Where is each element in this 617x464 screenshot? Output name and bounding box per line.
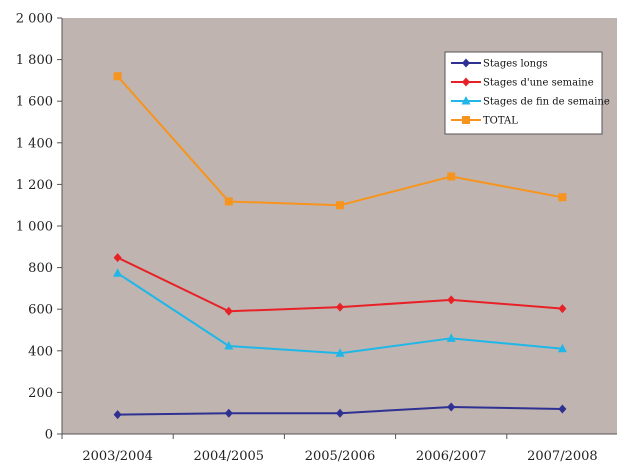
data-point xyxy=(336,302,344,312)
y-tick-label: 1 400 xyxy=(16,136,53,151)
legend-item: TOTAL xyxy=(451,116,518,127)
legend: Stages longs Stages d'une semaine Stages d… xyxy=(444,51,610,135)
data-point xyxy=(336,408,344,418)
series-3 xyxy=(113,72,567,210)
y-tick-label: 1 000 xyxy=(16,220,53,235)
x-tick-label: 2006/2007 xyxy=(416,449,487,464)
data-point xyxy=(224,306,233,316)
data-point xyxy=(113,410,122,420)
data-point xyxy=(557,343,567,353)
legend-marker xyxy=(462,58,470,68)
legend-item: Stages d'une semaine xyxy=(451,77,594,89)
data-point xyxy=(113,253,122,263)
data-point xyxy=(335,348,345,357)
y-tick-label: 1 200 xyxy=(16,178,53,193)
legend-item: Stages de fin de semaine xyxy=(451,96,610,108)
data-point xyxy=(447,172,456,181)
y-tick-label: 600 xyxy=(28,303,53,318)
data-point xyxy=(113,268,123,277)
data-point xyxy=(113,72,122,81)
y-tick-label: 1 600 xyxy=(16,95,53,110)
x-tick-label: 2004/2005 xyxy=(194,449,265,464)
legend-marker xyxy=(462,77,470,87)
data-point xyxy=(224,341,234,350)
x-tick-label: 2005/2006 xyxy=(305,449,376,464)
series-1 xyxy=(113,253,567,316)
data-point xyxy=(447,295,456,305)
data-point xyxy=(446,333,456,342)
data-point xyxy=(558,193,567,202)
data-point xyxy=(447,402,456,412)
data-point xyxy=(224,408,233,418)
series-2 xyxy=(113,268,567,357)
series-layer xyxy=(113,72,567,420)
axes: 0 200 400 600 800 1 000 1 200 1 400 1 600 1 800 2 … xyxy=(16,12,617,464)
legend-label: Stages d'une semaine xyxy=(483,78,594,89)
y-tick-label: 1 800 xyxy=(16,53,53,68)
y-tick-label: 800 xyxy=(28,261,53,276)
data-point xyxy=(558,404,567,414)
y-tick-label: 400 xyxy=(28,344,53,359)
data-point xyxy=(558,304,567,314)
y-tick-label: 0 xyxy=(45,428,53,443)
data-point xyxy=(336,201,344,210)
legend-label: TOTAL xyxy=(483,116,518,127)
y-tick-label: 2 000 xyxy=(16,12,53,27)
x-tick-label: 2007/2008 xyxy=(527,449,598,464)
x-tick-label: 2003/2004 xyxy=(82,449,153,464)
y-tick-label: 200 xyxy=(28,386,53,401)
legend-item: Stages longs xyxy=(451,58,548,70)
series-0 xyxy=(113,402,567,420)
legend-marker xyxy=(462,116,470,124)
data-point xyxy=(224,197,233,206)
legend-label: Stages longs xyxy=(483,59,548,70)
legend-marker xyxy=(461,96,471,105)
legend-label: Stages de fin de semaine xyxy=(483,97,610,108)
